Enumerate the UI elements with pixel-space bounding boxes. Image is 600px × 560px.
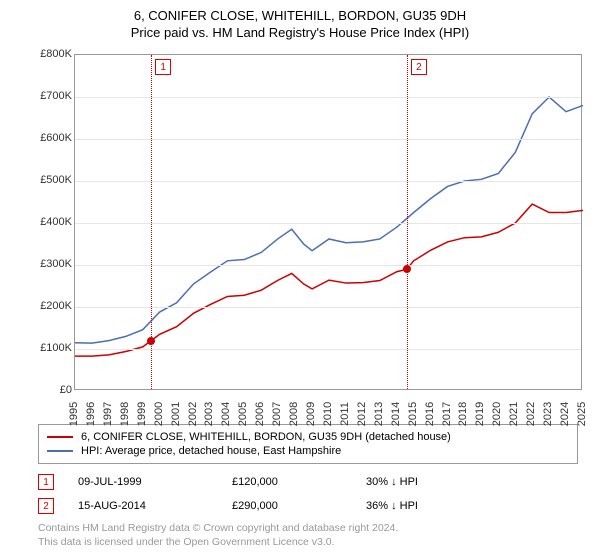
sale-delta: 36% ↓ HPI [366,500,496,512]
legend-item: 6, CONIFER CLOSE, WHITEHILL, BORDON, GU3… [47,431,569,443]
y-axis-tick: £800K [28,48,72,60]
legend-label: HPI: Average price, detached house, East… [81,445,341,457]
chart-area: 12 £0£100K£200K£300K£400K£500K£600K£700K… [28,48,588,418]
sale-price: £120,000 [232,476,342,488]
footer: Contains HM Land Registry data © Crown c… [38,522,592,549]
x-axis-tick: 2015 [407,402,419,426]
sale-date: 09-JUL-1999 [78,476,208,488]
x-axis-tick: 2000 [153,402,165,426]
x-axis-tick: 2021 [508,402,520,426]
y-axis-tick: £500K [28,174,72,186]
x-axis-tick: 2020 [491,402,503,426]
y-axis-tick: £100K [28,342,72,354]
x-axis-tick: 2004 [220,402,232,426]
legend-label: 6, CONIFER CLOSE, WHITEHILL, BORDON, GU3… [81,431,451,443]
sale-marker-label: 2 [411,59,427,75]
title-block: 6, CONIFER CLOSE, WHITEHILL, BORDON, GU3… [8,8,592,40]
sale-row: 2 15-AUG-2014 £290,000 36% ↓ HPI [38,494,578,518]
x-axis-tick: 1999 [136,402,148,426]
sale-price: £290,000 [232,500,342,512]
x-axis-tick: 1998 [119,402,131,426]
sale-marker-dot [403,265,411,273]
x-axis-tick: 1995 [68,402,80,426]
sale-delta: 30% ↓ HPI [366,476,496,488]
title-line1: 6, CONIFER CLOSE, WHITEHILL, BORDON, GU3… [8,8,592,23]
title-line2: Price paid vs. HM Land Registry's House … [8,25,592,40]
y-axis-tick: £300K [28,258,72,270]
x-axis-tick: 2016 [424,402,436,426]
x-axis-tick: 1996 [85,402,97,426]
footer-line2: This data is licensed under the Open Gov… [38,536,592,550]
x-axis-tick: 2003 [203,402,215,426]
footer-line1: Contains HM Land Registry data © Crown c… [38,522,592,536]
legend-swatch [47,436,73,438]
x-axis-tick: 2025 [576,402,588,426]
x-axis-tick: 2013 [373,402,385,426]
sale-vline [407,55,408,389]
sale-row-marker: 1 [38,474,54,490]
x-axis-tick: 2012 [356,402,368,426]
x-axis-tick: 2001 [170,402,182,426]
legend-swatch [47,450,73,452]
x-axis-tick: 2006 [254,402,266,426]
x-axis-tick: 2010 [322,402,334,426]
x-axis-tick: 2007 [271,402,283,426]
x-axis-tick: 2008 [288,402,300,426]
y-axis-tick: £0 [28,384,72,396]
x-axis-tick: 2009 [305,402,317,426]
legend: 6, CONIFER CLOSE, WHITEHILL, BORDON, GU3… [38,424,578,464]
x-axis-tick: 2024 [559,402,571,426]
y-axis-tick: £400K [28,216,72,228]
x-axis-tick: 2011 [339,402,351,426]
x-axis-tick: 2022 [525,402,537,426]
sale-row: 1 09-JUL-1999 £120,000 30% ↓ HPI [38,470,578,494]
sales-table: 1 09-JUL-1999 £120,000 30% ↓ HPI 2 15-AUG-201… [38,470,578,518]
sale-marker-dot [147,337,155,345]
sale-marker-label: 1 [155,59,171,75]
y-axis-tick: £700K [28,90,72,102]
y-axis-tick: £200K [28,300,72,312]
x-axis-tick: 2023 [542,402,554,426]
sale-row-marker: 2 [38,498,54,514]
y-axis-tick: £600K [28,132,72,144]
x-axis-tick: 2002 [187,402,199,426]
legend-item: HPI: Average price, detached house, East… [47,445,569,457]
x-axis-tick: 2014 [390,402,402,426]
x-axis-tick: 2005 [237,402,249,426]
sale-date: 15-AUG-2014 [78,500,208,512]
plot-area: 12 [74,54,582,390]
x-axis-tick: 1997 [102,402,114,426]
x-axis-tick: 2019 [474,402,486,426]
x-axis-tick: 2017 [441,402,453,426]
x-axis-tick: 2018 [457,402,469,426]
